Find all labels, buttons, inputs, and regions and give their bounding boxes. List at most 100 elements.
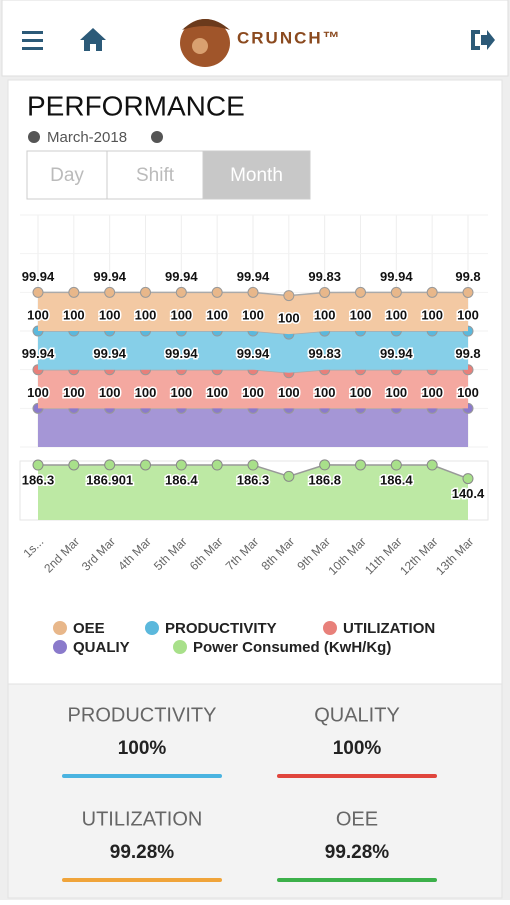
data-label: 100 bbox=[385, 385, 407, 400]
legend-label[interactable]: Power Consumed (KwH/Kg) bbox=[193, 639, 391, 656]
kpi-bar bbox=[62, 878, 222, 882]
data-label: 99.8 bbox=[455, 269, 480, 284]
tab[interactable] bbox=[106, 150, 204, 200]
data-label: 186.901 bbox=[86, 472, 133, 487]
data-label: 100 bbox=[457, 308, 479, 323]
data-label: 100 bbox=[206, 307, 228, 322]
data-label: 99.83 bbox=[308, 346, 341, 361]
kpi-bar bbox=[277, 774, 437, 778]
logo bbox=[180, 19, 230, 67]
data-label: 99.94 bbox=[380, 269, 413, 284]
data-label: 100 bbox=[135, 307, 157, 322]
data-label: 100 bbox=[27, 307, 49, 322]
data-label: 100 bbox=[135, 385, 157, 400]
legend-marker[interactable] bbox=[53, 640, 67, 654]
legend-marker[interactable] bbox=[173, 640, 187, 654]
point bbox=[211, 459, 223, 471]
logout-icon[interactable] bbox=[471, 30, 495, 50]
data-label: 99.94 bbox=[165, 346, 198, 361]
next-icon[interactable] bbox=[151, 131, 163, 143]
point bbox=[175, 286, 187, 298]
kpi-value: 99.28% bbox=[325, 842, 390, 863]
data-label: 186.3 bbox=[22, 472, 55, 487]
point bbox=[32, 286, 44, 298]
data-label: 99.94 bbox=[237, 346, 270, 361]
data-label: 100 bbox=[242, 385, 264, 400]
kpi-value: 100% bbox=[333, 738, 382, 759]
point bbox=[462, 473, 474, 485]
kpi-value: 100% bbox=[118, 738, 167, 759]
point bbox=[390, 459, 402, 471]
tabs: Day Shift Month bbox=[26, 150, 311, 200]
legend-marker[interactable] bbox=[145, 621, 159, 635]
kpi-bar bbox=[62, 774, 222, 778]
point bbox=[104, 286, 116, 298]
tab-label[interactable]: Month bbox=[230, 165, 283, 186]
data-label: 100 bbox=[350, 385, 372, 400]
page-title: PERFORMANCE bbox=[27, 90, 245, 121]
legend-marker[interactable] bbox=[53, 621, 67, 635]
point bbox=[140, 286, 151, 298]
data-label: 100 bbox=[99, 307, 121, 322]
home-icon[interactable] bbox=[80, 28, 106, 51]
kpi-bar bbox=[277, 878, 437, 882]
data-label: 186.4 bbox=[380, 472, 413, 487]
kpi-label: PRODUCTIVITY bbox=[68, 704, 217, 726]
data-label: 186.3 bbox=[237, 472, 270, 487]
point bbox=[355, 286, 366, 298]
data-label: 186.8 bbox=[308, 472, 341, 487]
data-label: 100 bbox=[314, 385, 336, 400]
period: March-2018 bbox=[47, 129, 127, 146]
data-label: 99.94 bbox=[22, 269, 55, 284]
point bbox=[355, 459, 366, 471]
chart: 100 100 100 100 100 100 100 100 100 100 100 100 100 9… bbox=[19, 214, 489, 656]
point bbox=[283, 290, 295, 302]
point bbox=[319, 286, 331, 298]
point bbox=[390, 286, 402, 298]
data-label: 186.4 bbox=[165, 472, 198, 487]
point bbox=[175, 459, 187, 471]
data-label: 99.83 bbox=[308, 269, 341, 284]
data-label: 99.94 bbox=[165, 269, 198, 284]
kpi-label: OEE bbox=[336, 808, 378, 830]
legend-label[interactable]: OEE bbox=[73, 620, 105, 637]
menu-icon[interactable] bbox=[22, 31, 43, 50]
tab-label[interactable]: Day bbox=[50, 165, 84, 186]
data-label: 99.94 bbox=[237, 269, 270, 284]
tab[interactable] bbox=[26, 150, 108, 200]
kpi-value: 99.28% bbox=[110, 842, 175, 863]
data-label: 99.94 bbox=[22, 346, 55, 361]
tab[interactable] bbox=[202, 150, 311, 200]
point bbox=[32, 459, 44, 471]
point bbox=[426, 459, 438, 471]
area-fill bbox=[38, 369, 468, 409]
legend-label[interactable]: PRODUCTIVITY bbox=[165, 620, 277, 637]
data-label: 99.94 bbox=[93, 346, 126, 361]
tab-label[interactable]: Shift bbox=[136, 165, 175, 186]
prev-icon[interactable] bbox=[28, 131, 40, 143]
data-label: 100 bbox=[278, 385, 300, 400]
legend-marker[interactable] bbox=[323, 621, 337, 635]
data-label: 100 bbox=[421, 307, 443, 322]
area-fill bbox=[38, 464, 468, 520]
data-label: 100 bbox=[385, 307, 407, 322]
data-label: 100 bbox=[314, 308, 336, 323]
area-fill bbox=[38, 408, 468, 447]
data-label: 100 bbox=[63, 307, 85, 322]
data-label: 100 bbox=[63, 385, 85, 400]
kpi-label: UTILIZATION bbox=[82, 808, 203, 830]
point bbox=[426, 286, 438, 298]
kpis: PRODUCTIVITY 100% QUALITY 100% UTILIZATION 99… bbox=[62, 704, 437, 882]
data-label: 99.8 bbox=[455, 346, 480, 361]
legend-label[interactable]: UTILIZATION bbox=[343, 620, 435, 637]
point bbox=[68, 286, 80, 298]
data-label: 100 bbox=[421, 385, 443, 400]
data-label: 100 bbox=[27, 385, 49, 400]
legend-label[interactable]: QUALIY bbox=[73, 639, 130, 656]
point bbox=[104, 459, 116, 471]
point bbox=[140, 459, 151, 471]
data-label: 100 bbox=[99, 385, 121, 400]
data-label: 140.4 bbox=[452, 486, 485, 501]
data-label: 100 bbox=[170, 385, 192, 400]
